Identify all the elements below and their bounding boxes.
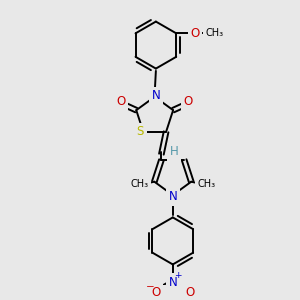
Text: N: N — [168, 276, 177, 289]
Text: N: N — [152, 89, 160, 102]
Text: CH₃: CH₃ — [130, 179, 148, 189]
Text: O: O — [151, 286, 160, 298]
Text: N: N — [168, 190, 177, 203]
Text: +: + — [174, 271, 181, 280]
Text: S: S — [137, 125, 144, 138]
Text: CH₃: CH₃ — [206, 28, 224, 38]
Text: O: O — [185, 286, 194, 298]
Text: O: O — [116, 95, 126, 108]
Text: O: O — [190, 27, 200, 40]
Text: CH₃: CH₃ — [197, 179, 216, 189]
Text: O: O — [184, 95, 193, 108]
Text: −: − — [146, 282, 154, 292]
Text: H: H — [170, 145, 179, 158]
